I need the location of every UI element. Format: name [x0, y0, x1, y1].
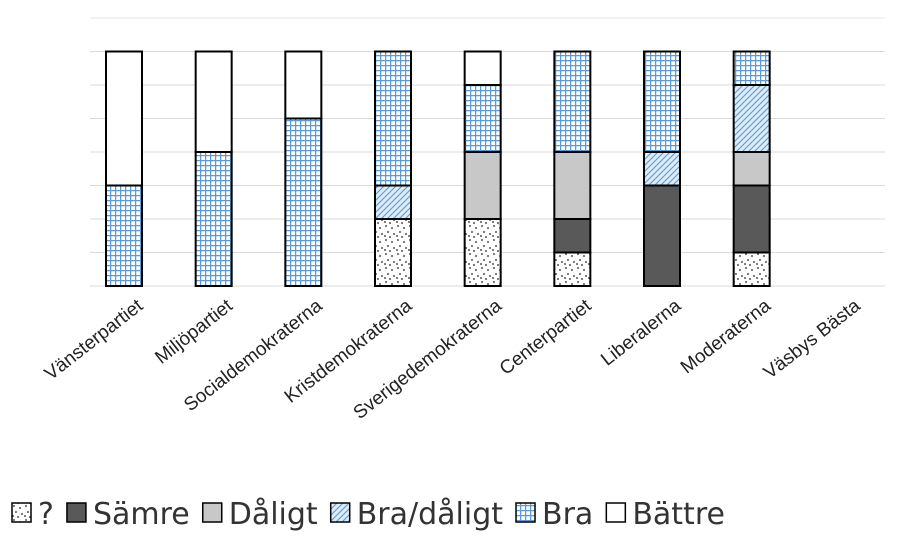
bar-segment-kristdemokraterna-unknown — [374, 218, 412, 287]
x-axis-tick-labels: Vänsterpartiet MiljöpartietSocialdemokrat… — [41, 295, 865, 424]
legend: ? Sämre Dåligt Bra/dåligt Bra Bättre — [11, 497, 725, 532]
legend-item-b-ttre: Bättre — [605, 497, 725, 532]
bar-segment-milj-partiet-bra — [194, 151, 233, 287]
bar-segment-sverigedemokraterna-unknown — [463, 218, 502, 287]
bar-segment-liberalerna-s-mre — [643, 184, 681, 287]
bar-segment-kristdemokraterna-bra-d-ligt — [374, 184, 412, 220]
bars — [105, 50, 771, 287]
bar-segment-liberalerna-bra-d-ligt — [643, 151, 681, 187]
bar-segment-sverigedemokraterna-d-ligt — [463, 151, 502, 220]
legend-label-bra-d-ligt: Bra/dåligt — [357, 497, 504, 532]
x-tick-label-v-nsterpartiet: Vänsterpartiet — [41, 295, 148, 385]
x-tick-label-centerpartiet: Centerpartiet — [496, 295, 596, 380]
bar-segment-v-nsterpartiet-bra — [105, 184, 143, 287]
bar-segment-moderaterna-bra-d-ligt — [732, 84, 771, 153]
legend-label-b-ttre: Bättre — [632, 497, 725, 532]
bar-segment-milj-partiet-b-ttre — [194, 50, 233, 153]
legend-item-d-ligt: Dåligt — [201, 497, 318, 532]
legend-label-d-ligt: Dåligt — [229, 497, 318, 532]
bar-segment-centerpartiet-s-mre — [553, 218, 592, 254]
legend-label-bra: Bra — [542, 497, 593, 532]
bar-segment-socialdemokraterna-b-ttre — [284, 50, 323, 120]
bar-segment-moderaterna-unknown — [732, 251, 771, 287]
legend-item-bra: Bra — [515, 497, 593, 532]
bar-segment-centerpartiet-bra — [553, 50, 592, 153]
bar-segment-liberalerna-bra — [643, 50, 681, 153]
bar-segment-moderaterna-d-ligt — [732, 151, 771, 187]
bar-segment-centerpartiet-unknown — [553, 251, 592, 287]
x-tick-label-liberalerna: Liberalerna — [597, 295, 685, 370]
bar-segment-v-nsterpartiet-b-ttre — [105, 50, 143, 187]
legend-label-unknown: ? — [38, 497, 54, 532]
legend-swatch-s-mre — [66, 502, 87, 523]
legend-label-s-mre: Sämre — [93, 497, 190, 532]
x-tick-label-milj-partiet: Miljöpartiet — [151, 295, 237, 369]
bar-segment-moderaterna-bra — [732, 50, 771, 86]
bar-segment-centerpartiet-d-ligt — [553, 151, 592, 220]
bar-segment-kristdemokraterna-bra — [374, 50, 412, 187]
bar-segment-sverigedemokraterna-b-ttre — [463, 50, 502, 86]
legend-swatch-bra — [515, 502, 536, 523]
bar-segment-moderaterna-s-mre — [732, 184, 771, 254]
bar-segment-sverigedemokraterna-bra — [463, 84, 502, 153]
legend-swatch-b-ttre — [605, 502, 627, 523]
legend-swatch-unknown — [11, 502, 32, 523]
legend-swatch-bra-d-ligt — [329, 502, 351, 523]
legend-swatch-d-ligt — [201, 502, 223, 523]
legend-item-bra-d-ligt: Bra/dåligt — [329, 497, 504, 532]
bar-segment-socialdemokraterna-bra — [284, 117, 323, 287]
x-tick-label-sverigedemokraterna: Sverigedemokraterna — [350, 295, 506, 424]
legend-item-s-mre: Sämre — [66, 497, 190, 532]
x-tick-label-v-sbys-b-sta: Väsbys Bästa — [760, 295, 865, 383]
legend-item-unknown: ? — [11, 497, 54, 532]
